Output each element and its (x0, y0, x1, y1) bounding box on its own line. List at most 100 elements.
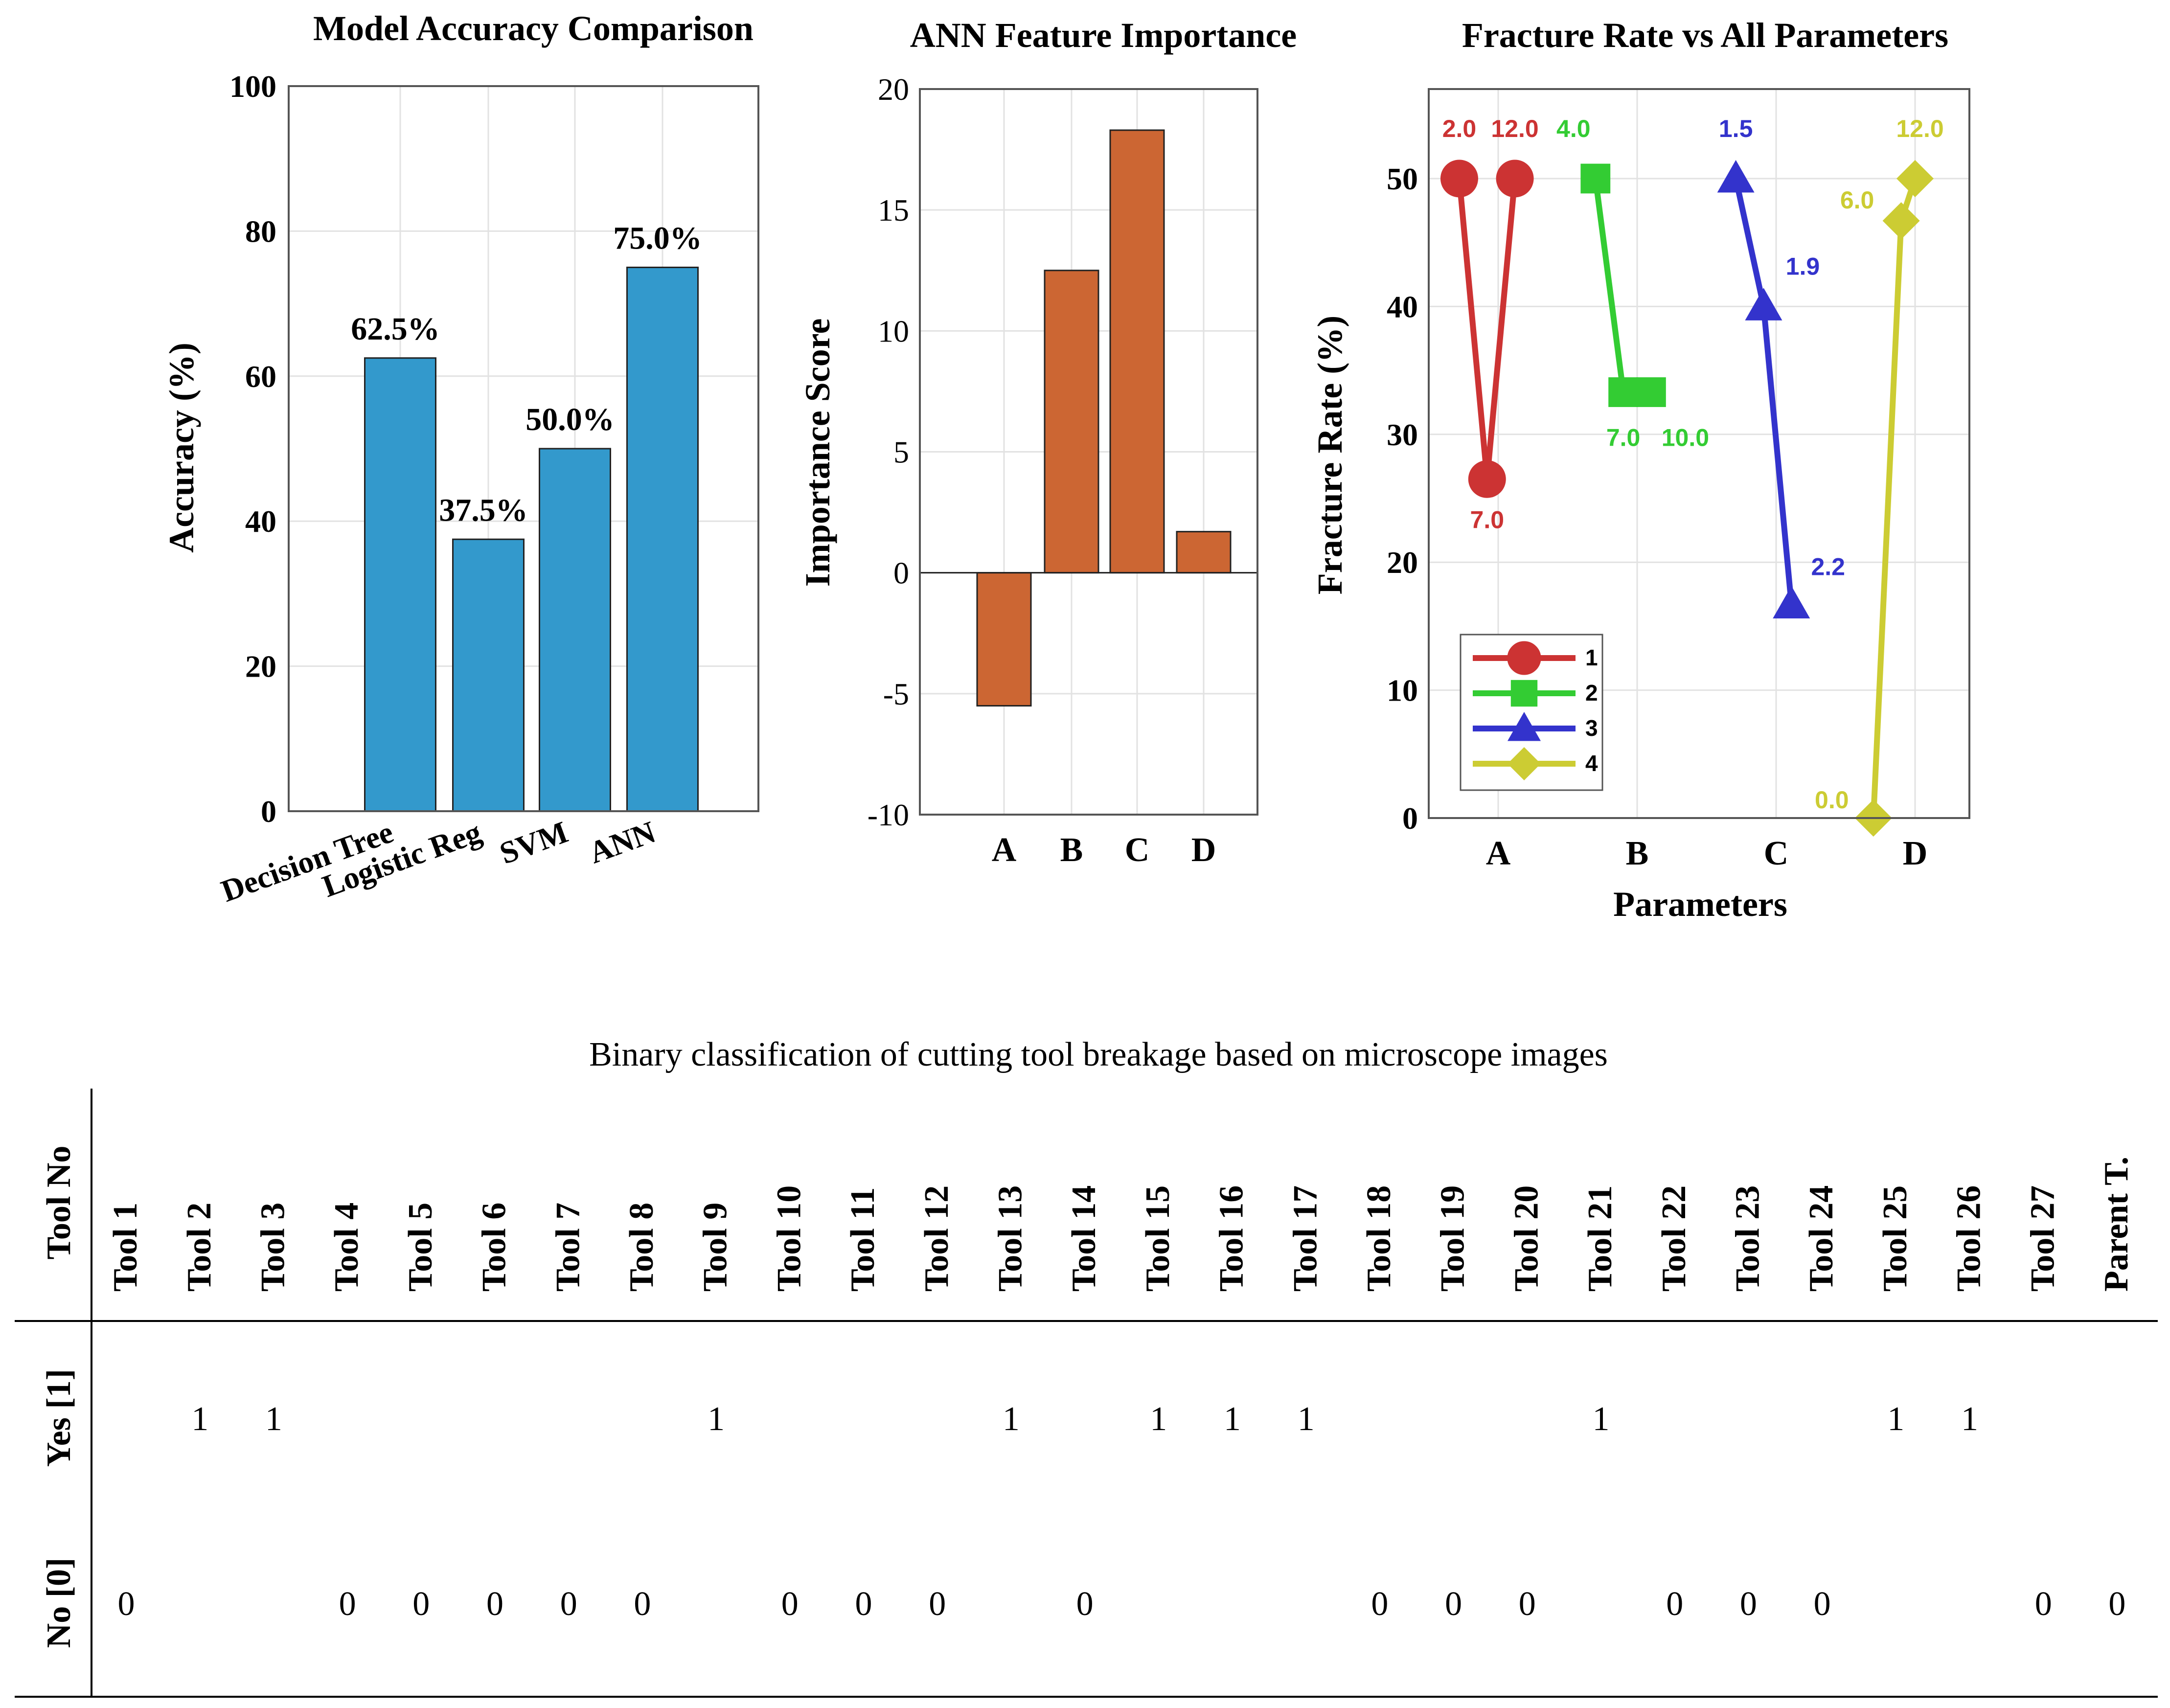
fracture-point-label: 7.0 (1470, 506, 1505, 533)
fracture-point (1745, 288, 1782, 320)
fracture-series-1: 2.0 7.0 12.0 (1440, 115, 1539, 533)
table-cell: 0 (1519, 1585, 1536, 1623)
fracture-legend-item: 2 (1473, 680, 1598, 707)
fracture-legend-item: 1 (1473, 641, 1598, 675)
fracture-xtick-label: A (1486, 835, 1511, 872)
table-column-header: Tool 19 (1434, 1185, 1472, 1292)
table-cell: 0 (560, 1585, 577, 1623)
fracture-legend-marker (1510, 680, 1538, 707)
importance-chart-frame (919, 88, 1258, 816)
fracture-chart-frame (1428, 88, 1970, 819)
table-cell: 0 (2035, 1585, 2052, 1623)
table-column-header: Tool 9 (697, 1203, 734, 1292)
table-cell: 1 (191, 1400, 208, 1438)
accuracy-ytick-label: 80 (245, 214, 276, 249)
fracture-xtick-label: B (1626, 835, 1649, 872)
table-column-header: Tool 8 (623, 1203, 661, 1292)
fracture-point-label: 6.0 (1840, 186, 1874, 214)
table-column-header: Tool 4 (328, 1203, 365, 1292)
fracture-legend-marker (1508, 712, 1541, 741)
importance-chart: ANN Feature Importance Importance Score … (798, 16, 1297, 869)
fracture-legend-label: 2 (1585, 680, 1598, 706)
table-cell: 0 (2108, 1585, 2125, 1623)
fracture-point (1882, 202, 1920, 240)
fracture-point (1468, 460, 1506, 498)
table-column-header: Tool 20 (1508, 1185, 1545, 1292)
table-cell: 0 (1371, 1585, 1388, 1623)
fracture-point-label: 7.0 (1606, 424, 1641, 452)
fracture-point (1496, 159, 1534, 198)
importance-xtick-label: D (1191, 831, 1216, 869)
fracture-series-4: 0.0 6.0 12.0 (1815, 115, 1944, 837)
accuracy-bar (452, 538, 525, 812)
table-cell: 1 (265, 1400, 282, 1438)
table-cell: 0 (486, 1585, 503, 1623)
fracture-series-3: 1.5 1.9 2.2 (1717, 115, 1845, 618)
accuracy-ytick-label: 20 (245, 649, 276, 684)
table-cell: 1 (1593, 1400, 1610, 1438)
fracture-ytick-label: 50 (1387, 161, 1418, 196)
importance-bar (976, 572, 1032, 707)
table-column-header: Tool 5 (402, 1203, 439, 1292)
fracture-ytick-label: 40 (1387, 289, 1418, 324)
importance-ytick-label: 15 (878, 193, 909, 228)
fracture-ytick-label: 20 (1387, 545, 1418, 580)
fracture-chart-ylabel: Fracture Rate (%) (1310, 316, 1349, 594)
table-column-header: Tool 17 (1286, 1185, 1324, 1292)
importance-bar (1044, 270, 1099, 574)
fracture-chart-title: Fracture Rate vs All Parameters (1462, 16, 1948, 55)
table-column-header: Tool 6 (476, 1203, 513, 1292)
table-cell: 0 (118, 1585, 135, 1623)
accuracy-ytick-label: 60 (245, 359, 276, 394)
accuracy-chart: Model Accuracy Comparison Accuracy (%) 6… (162, 9, 759, 909)
table-cell: 0 (781, 1585, 799, 1623)
table-column-header: Tool 2 (181, 1203, 218, 1292)
table-column-header: Tool 15 (1139, 1185, 1177, 1292)
table-cell: 1 (1224, 1400, 1241, 1438)
fracture-chart: Fracture Rate vs All Parameters Fracture… (1310, 16, 1970, 924)
table-cell: 0 (1666, 1585, 1683, 1623)
table-cell: 1 (1150, 1400, 1167, 1438)
table-column-header: Tool 14 (1065, 1185, 1103, 1292)
accuracy-ytick-label: 40 (245, 504, 276, 539)
importance-bar (1109, 129, 1165, 574)
table-row: Yes [1] 1 1 1 1 1 1 1 1 1 1 (40, 1369, 1978, 1467)
accuracy-data-label: 50.0% (525, 402, 615, 437)
fracture-legend-label: 3 (1585, 715, 1598, 741)
importance-ytick-label: -10 (868, 797, 909, 832)
fracture-legend-marker (1508, 747, 1541, 780)
table-column-header: Tool 25 (1876, 1185, 1914, 1292)
table-column-header: Tool 24 (1803, 1185, 1840, 1292)
table-cell: 0 (929, 1585, 946, 1623)
importance-xtick-label: B (1060, 831, 1083, 869)
accuracy-chart-ylabel: Accuracy (%) (162, 342, 201, 553)
table-column-header: Tool 7 (549, 1203, 587, 1292)
table-row-label: Yes [1] (40, 1369, 78, 1467)
table-row: No [0] 0 0 0 0 0 0 0 0 0 0 0 0 0 0 0 0 0 0 (40, 1558, 2125, 1648)
fracture-point-label: 2.2 (1811, 553, 1845, 580)
fracture-legend-label: 4 (1585, 751, 1598, 776)
table-column-header: Tool 18 (1360, 1185, 1398, 1292)
fracture-point (1773, 586, 1810, 618)
table-column-header: Tool 12 (918, 1185, 956, 1292)
fracture-legend-label: 1 (1585, 645, 1598, 670)
fracture-ytick-label: 30 (1387, 417, 1418, 452)
fracture-chart-xlabel: Parameters (1613, 885, 1787, 924)
importance-xtick-label: A (992, 831, 1017, 869)
table-column-header: Tool 22 (1655, 1185, 1693, 1292)
accuracy-data-label: 75.0% (613, 221, 702, 256)
fracture-series-2: 4.0 7.0 10.0 (1556, 115, 1709, 452)
table-title: Binary classification of cutting tool br… (589, 1036, 1608, 1073)
table-column-header: Tool 16 (1213, 1185, 1251, 1292)
fracture-point-label: 4.0 (1556, 115, 1591, 142)
table-row-label: No [0] (40, 1558, 78, 1648)
table-column-header: Tool 21 (1581, 1185, 1619, 1292)
fracture-ytick-label: 10 (1387, 673, 1418, 708)
fracture-point (1896, 159, 1934, 197)
importance-ytick-label: -5 (883, 677, 909, 711)
accuracy-data-label: 62.5% (351, 311, 440, 347)
fracture-point-label: 0.0 (1815, 786, 1849, 814)
fracture-point-label: 12.0 (1896, 115, 1943, 142)
fracture-point-label: 1.5 (1719, 115, 1753, 142)
